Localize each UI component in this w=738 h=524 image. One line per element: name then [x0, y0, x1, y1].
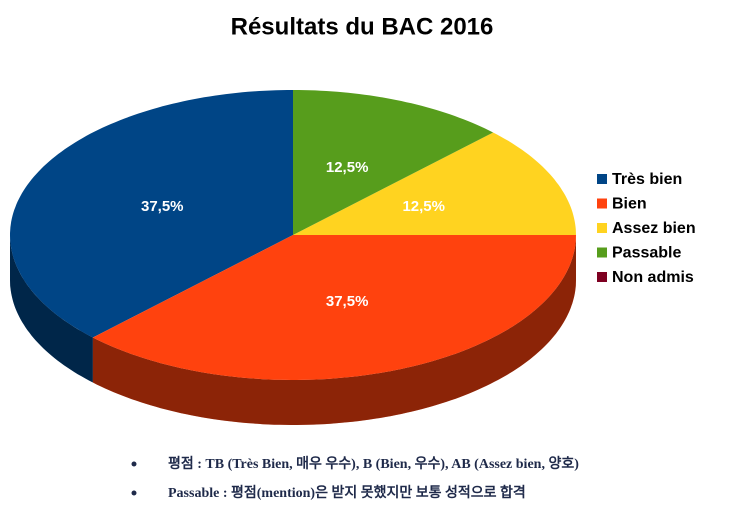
bullet — [131, 490, 137, 496]
pie-slice — [293, 132, 576, 235]
pie-tops — [10, 90, 577, 380]
pie-slice — [10, 90, 293, 338]
legend-swatch — [597, 247, 607, 258]
pie-slice — [293, 90, 494, 235]
legend-swatch — [597, 198, 607, 209]
note: Passable : 평점(mention)은 받지 못했지만 보통 성적으로 … — [168, 484, 526, 501]
value-label: 37,5% — [326, 293, 369, 310]
value-label: 12,5% — [326, 159, 369, 176]
legend-label: Très bien — [612, 171, 682, 188]
legend-swatch — [597, 223, 607, 233]
pie-slice — [92, 235, 577, 380]
legend-swatch — [597, 272, 607, 282]
pie-side-shade — [10, 235, 93, 383]
value-label: 37,5% — [141, 198, 184, 215]
pie-sides — [10, 235, 577, 425]
value-labels: 37,5% 37,5% 12,5% 12,5% — [141, 159, 445, 310]
legend-label: Passable — [612, 245, 681, 262]
pie-side-shade — [92, 235, 577, 425]
note: 평점 : TB (Très Bien, 매우 우수), B (Bien, 우수)… — [168, 455, 579, 472]
legend: Très bien Bien Assez bien Passable Non admis — [597, 171, 696, 286]
pie-side — [92, 235, 577, 425]
legend-label: Assez bien — [612, 220, 696, 237]
legend-swatch — [597, 174, 607, 184]
legend-label: Non admis — [612, 269, 694, 286]
value-label: 12,5% — [402, 198, 445, 215]
pie-side — [10, 235, 93, 383]
bullet — [131, 461, 137, 467]
chart-title: Résultats du BAC 2016 — [231, 13, 494, 40]
legend-label: Bien — [612, 196, 647, 213]
